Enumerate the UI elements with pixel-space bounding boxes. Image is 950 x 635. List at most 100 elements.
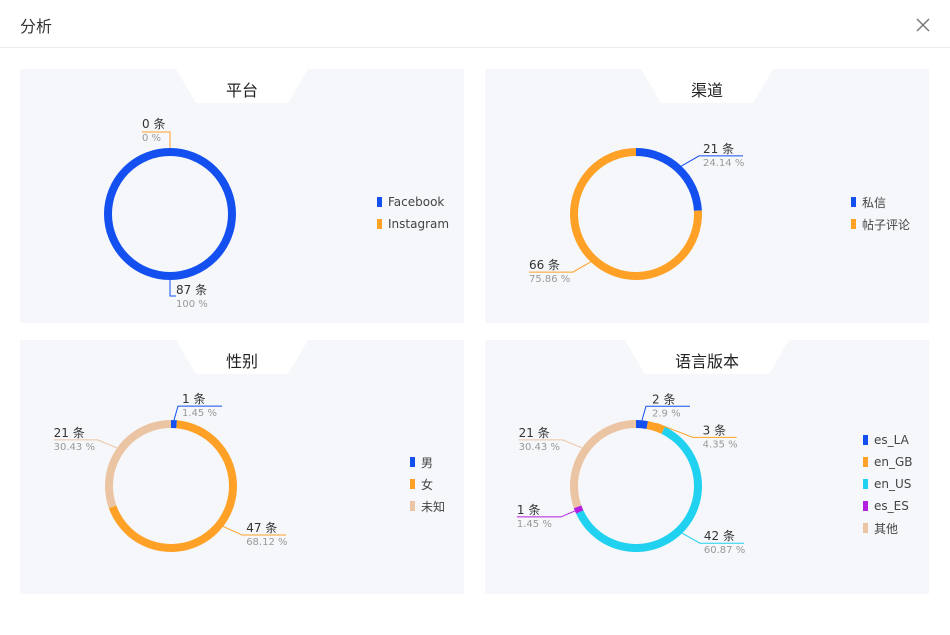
donut-slice[interactable] xyxy=(636,420,648,429)
slice-percent-label: 68.12 % xyxy=(246,537,287,548)
chart-panel-platform: 平台 87 条 100 % 0 条 0 % Facebook Instagram xyxy=(20,69,464,323)
donut-slice[interactable] xyxy=(636,148,702,211)
legend-swatch xyxy=(863,523,868,533)
slice-percent-label: 0 % xyxy=(142,133,161,144)
legend-item[interactable]: 私信 xyxy=(851,191,910,213)
donut-slice[interactable] xyxy=(573,505,584,514)
legend-item[interactable]: en_GB xyxy=(863,451,913,473)
slice-count-label: 87 条 xyxy=(176,283,207,297)
legend-swatch xyxy=(863,435,868,445)
legend-label: es_ES xyxy=(874,499,909,513)
slice-count-label: 42 条 xyxy=(704,529,735,543)
chart-title: 语言版本 xyxy=(674,352,739,371)
legend-item[interactable]: Facebook xyxy=(377,191,449,213)
label-leader-line xyxy=(516,510,576,518)
slice-percent-label: 1.45 % xyxy=(182,408,217,419)
slice-percent-label: 1.45 % xyxy=(517,519,552,530)
legend-swatch xyxy=(851,219,856,229)
chart-legend: es_LA en_GB en_US es_ES 其他 xyxy=(863,429,913,539)
slice-count-label: 47 条 xyxy=(246,521,277,535)
donut-slice[interactable] xyxy=(570,420,636,509)
legend-item[interactable]: 其他 xyxy=(863,517,913,539)
label-leader-line xyxy=(656,422,737,438)
slice-percent-label: 60.87 % xyxy=(704,545,745,556)
chart-legend: Facebook Instagram xyxy=(377,191,449,235)
slice-count-label: 2 条 xyxy=(652,392,675,406)
legend-item[interactable]: 帖子评论 xyxy=(851,213,910,235)
legend-label: 帖子评论 xyxy=(862,217,911,232)
chart-title: 平台 xyxy=(225,81,258,100)
legend-item[interactable]: 未知 xyxy=(410,495,445,517)
legend-swatch xyxy=(410,501,415,511)
chart-panel-channel: 渠道 21 条 24.14 % 66 条 75.86 % 私信 帖子评论 xyxy=(485,69,929,323)
label-leader-line xyxy=(518,439,583,449)
label-leader-line xyxy=(641,405,691,421)
donut-chart: 87 条 100 % 0 条 0 % xyxy=(104,117,236,310)
slice-count-label: 1 条 xyxy=(182,392,205,406)
slice-percent-label: 4.35 % xyxy=(703,439,738,450)
label-leader-line xyxy=(681,155,744,167)
legend-label: Facebook xyxy=(388,195,445,209)
slice-count-label: 21 条 xyxy=(54,426,85,440)
legend-item[interactable]: en_US xyxy=(863,473,913,495)
donut-chart: 21 条 24.14 % 66 条 75.86 % xyxy=(528,142,744,285)
slice-count-label: 21 条 xyxy=(703,142,734,156)
legend-item[interactable]: es_ES xyxy=(863,495,913,517)
slice-percent-label: 2.9 % xyxy=(652,408,681,419)
legend-swatch xyxy=(377,197,382,207)
modal-title: 分析 xyxy=(20,17,53,36)
slice-count-label: 66 条 xyxy=(529,258,560,272)
legend-swatch xyxy=(863,501,868,511)
close-icon xyxy=(916,18,930,32)
legend-swatch xyxy=(410,479,415,489)
legend-label: Instagram xyxy=(388,217,450,231)
donut-slice[interactable] xyxy=(646,421,666,434)
panel-tab xyxy=(641,69,773,103)
slice-count-label: 0 条 xyxy=(142,117,165,131)
panel-tab xyxy=(176,69,308,103)
chart-panel-language: 语言版本 2 条 2.9 % 3 条 4.35 % 42 条 60.87 % 1 条 1.45… xyxy=(485,340,929,594)
slice-percent-label: 30.43 % xyxy=(54,442,95,453)
legend-swatch xyxy=(377,219,382,229)
donut-slice[interactable] xyxy=(104,148,236,280)
donut-slice[interactable] xyxy=(105,420,171,509)
chart-title: 渠道 xyxy=(690,81,723,100)
legend-label: es_LA xyxy=(874,433,909,447)
modal-header: 分析 xyxy=(0,0,950,48)
panel-tab xyxy=(176,340,308,374)
slice-count-label: 21 条 xyxy=(519,426,550,440)
slice-percent-label: 75.86 % xyxy=(529,274,570,285)
chart-title: 性别 xyxy=(225,352,258,371)
chart-legend: 私信 帖子评论 xyxy=(851,191,910,235)
legend-swatch xyxy=(863,479,868,489)
label-leader-line xyxy=(142,131,171,148)
label-leader-line xyxy=(528,261,591,273)
close-button[interactable] xyxy=(912,14,934,36)
slice-percent-label: 100 % xyxy=(176,299,208,310)
legend-label: 私信 xyxy=(862,195,887,210)
chart-legend: 男女未知 xyxy=(410,451,445,517)
legend-label: en_GB xyxy=(874,455,913,469)
legend-label: 其他 xyxy=(874,521,899,536)
slice-percent-label: 30.43 % xyxy=(519,442,560,453)
chart-panel-gender: 性别 1 条 1.45 % 47 条 68.12 % 21 条 30.43 % 男女未知 xyxy=(20,340,464,594)
legend-label: en_US xyxy=(874,477,912,491)
legend-item[interactable]: 男 xyxy=(410,451,445,473)
legend-item[interactable]: Instagram xyxy=(377,213,449,235)
legend-label: 男 xyxy=(421,455,434,470)
slice-count-label: 3 条 xyxy=(703,423,726,437)
panel-tab xyxy=(625,340,789,374)
label-leader-line xyxy=(222,526,287,536)
slice-count-label: 1 条 xyxy=(517,503,540,517)
donut-slice[interactable] xyxy=(171,420,178,429)
legend-label: 未知 xyxy=(421,499,446,514)
donut-chart: 2 条 2.9 % 3 条 4.35 % 42 条 60.87 % 1 条 1.45 % 21 … xyxy=(516,392,745,556)
legend-label: 女 xyxy=(421,477,434,492)
label-leader-line xyxy=(53,439,118,449)
legend-swatch xyxy=(851,197,856,207)
legend-item[interactable]: es_LA xyxy=(863,429,913,451)
label-leader-line xyxy=(169,280,176,297)
legend-item[interactable]: 女 xyxy=(410,473,445,495)
legend-swatch xyxy=(410,457,415,467)
